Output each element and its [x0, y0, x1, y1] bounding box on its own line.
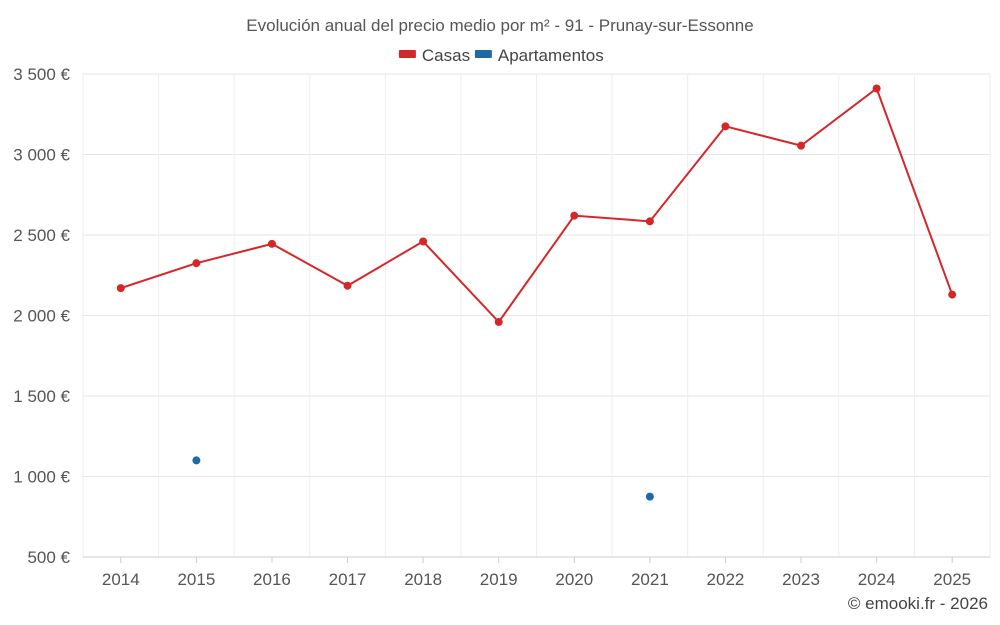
- x-tick-label: 2016: [253, 570, 291, 589]
- x-axis: 2014 2015 2016 2017 2018 2019 2020 2021 2022 2023…: [83, 556, 990, 589]
- series-apartamentos: [192, 456, 654, 501]
- data-point[interactable]: [419, 237, 428, 246]
- legend-item-apartamentos[interactable]: Apartamentos: [474, 46, 604, 65]
- data-point[interactable]: [645, 217, 654, 226]
- x-tick-label: 2018: [404, 570, 442, 589]
- series-line: [120, 86, 954, 324]
- x-tick-label: 2020: [555, 570, 593, 589]
- data-point[interactable]: [343, 281, 352, 290]
- data-point[interactable]: [267, 239, 276, 248]
- data-point[interactable]: [872, 84, 881, 93]
- legend-swatch: [474, 50, 492, 58]
- legend-label: Casas: [422, 46, 470, 65]
- data-point[interactable]: [570, 211, 579, 220]
- y-tick-label: 3 000 €: [13, 146, 70, 165]
- chart-title: Evolución anual del precio medio por m² …: [246, 16, 753, 35]
- legend-label: Apartamentos: [498, 46, 604, 65]
- y-tick-label: 3 500 €: [13, 65, 70, 84]
- y-tick-label: 2 000 €: [13, 307, 70, 326]
- x-tick-label: 2015: [177, 570, 215, 589]
- x-tick-label: 2021: [631, 570, 669, 589]
- data-point[interactable]: [192, 259, 201, 268]
- y-tick-label: 2 500 €: [13, 226, 70, 245]
- x-tick-label: 2022: [707, 570, 745, 589]
- y-tick-label: 1 000 €: [13, 468, 70, 487]
- legend-swatch: [398, 50, 416, 58]
- y-axis: 500 € 1 000 € 1 500 € 2 000 € 2 500 € 3 000 €…: [13, 65, 70, 567]
- y-tick-label: 1 500 €: [13, 387, 70, 406]
- legend-item-casas[interactable]: Casas: [398, 46, 470, 65]
- grid-lines: [82, 73, 991, 557]
- data-point[interactable]: [645, 492, 654, 501]
- data-point[interactable]: [192, 456, 201, 465]
- data-point[interactable]: [494, 317, 503, 326]
- x-tick-label: 2025: [933, 570, 971, 589]
- data-point[interactable]: [116, 284, 125, 293]
- x-tick-label: 2014: [102, 570, 140, 589]
- data-point[interactable]: [797, 141, 806, 150]
- y-tick-label: 500 €: [27, 548, 70, 567]
- data-point[interactable]: [721, 122, 730, 131]
- data-point[interactable]: [948, 290, 957, 299]
- credit-text: © emooki.fr - 2026: [848, 594, 988, 613]
- legend: Casas Apartamentos: [398, 46, 604, 65]
- series-group: [116, 84, 957, 501]
- x-tick-label: 2023: [782, 570, 820, 589]
- x-tick-label: 2019: [480, 570, 518, 589]
- x-tick-label: 2024: [858, 570, 896, 589]
- series-casas: [116, 84, 957, 326]
- x-tick-label: 2017: [329, 570, 367, 589]
